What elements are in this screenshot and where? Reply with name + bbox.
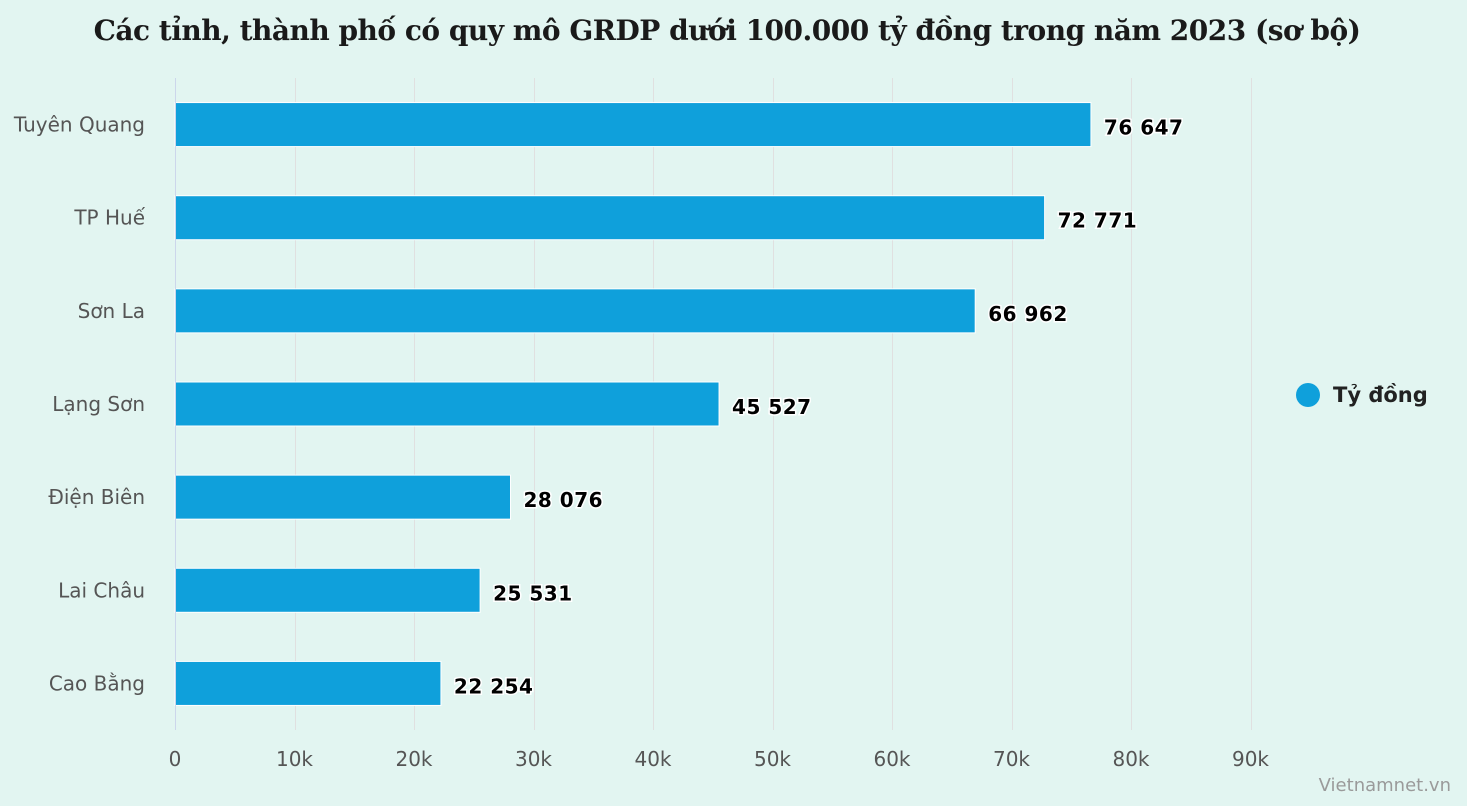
data-label: 28 076: [524, 488, 604, 512]
category-label: Sơn La: [78, 299, 145, 323]
legend-marker-icon: [1296, 383, 1320, 407]
x-tick-label: 70k: [993, 747, 1030, 771]
data-label: 25 531: [493, 581, 573, 605]
chart-title: Các tỉnh, thành phố có quy mô GRDP dưới …: [93, 14, 1361, 47]
x-tick-label: 10k: [276, 747, 313, 771]
category-label: TP Huế: [73, 206, 145, 230]
bar[interactable]: [174, 381, 720, 427]
bar[interactable]: [174, 288, 976, 334]
data-labels: 76 647 72 771 66 962 45 527 28 076 25 531 22 2…: [452, 114, 1184, 700]
category-label: Điện Biên: [48, 485, 145, 509]
bars: [174, 102, 1092, 706]
data-label: 22 254: [454, 674, 534, 698]
x-tick-label: 0: [169, 747, 182, 771]
bar[interactable]: [174, 660, 442, 706]
x-tick-label: 90k: [1232, 747, 1269, 771]
data-label: 66 962: [988, 302, 1068, 326]
x-tick-label: 20k: [395, 747, 432, 771]
bar[interactable]: [174, 567, 481, 613]
x-tick-label: 50k: [754, 747, 791, 771]
x-tick-label: 80k: [1112, 747, 1149, 771]
x-tick-label: 40k: [634, 747, 671, 771]
legend[interactable]: Tỷ đồng: [1296, 383, 1428, 407]
category-label: Cao Bằng: [49, 671, 145, 695]
category-label: Tuyên Quang: [13, 113, 145, 137]
bar[interactable]: [174, 102, 1092, 148]
source-credit: Vietnamnet.vn: [1318, 775, 1451, 796]
data-label: 45 527: [732, 395, 812, 419]
bar[interactable]: [174, 474, 512, 520]
legend-label: Tỷ đồng: [1333, 383, 1428, 407]
x-tick-label: 30k: [515, 747, 552, 771]
data-label: 76 647: [1104, 116, 1184, 140]
data-label: 72 771: [1058, 209, 1138, 233]
axes: 0 10k 20k 30k 40k 50k 60k 70k 80k 90k Tuyên Quang T…: [13, 78, 1269, 771]
x-tick-label: 60k: [873, 747, 910, 771]
category-label: Lạng Sơn: [52, 392, 145, 416]
category-label: Lai Châu: [58, 578, 145, 602]
bar[interactable]: [174, 195, 1046, 241]
